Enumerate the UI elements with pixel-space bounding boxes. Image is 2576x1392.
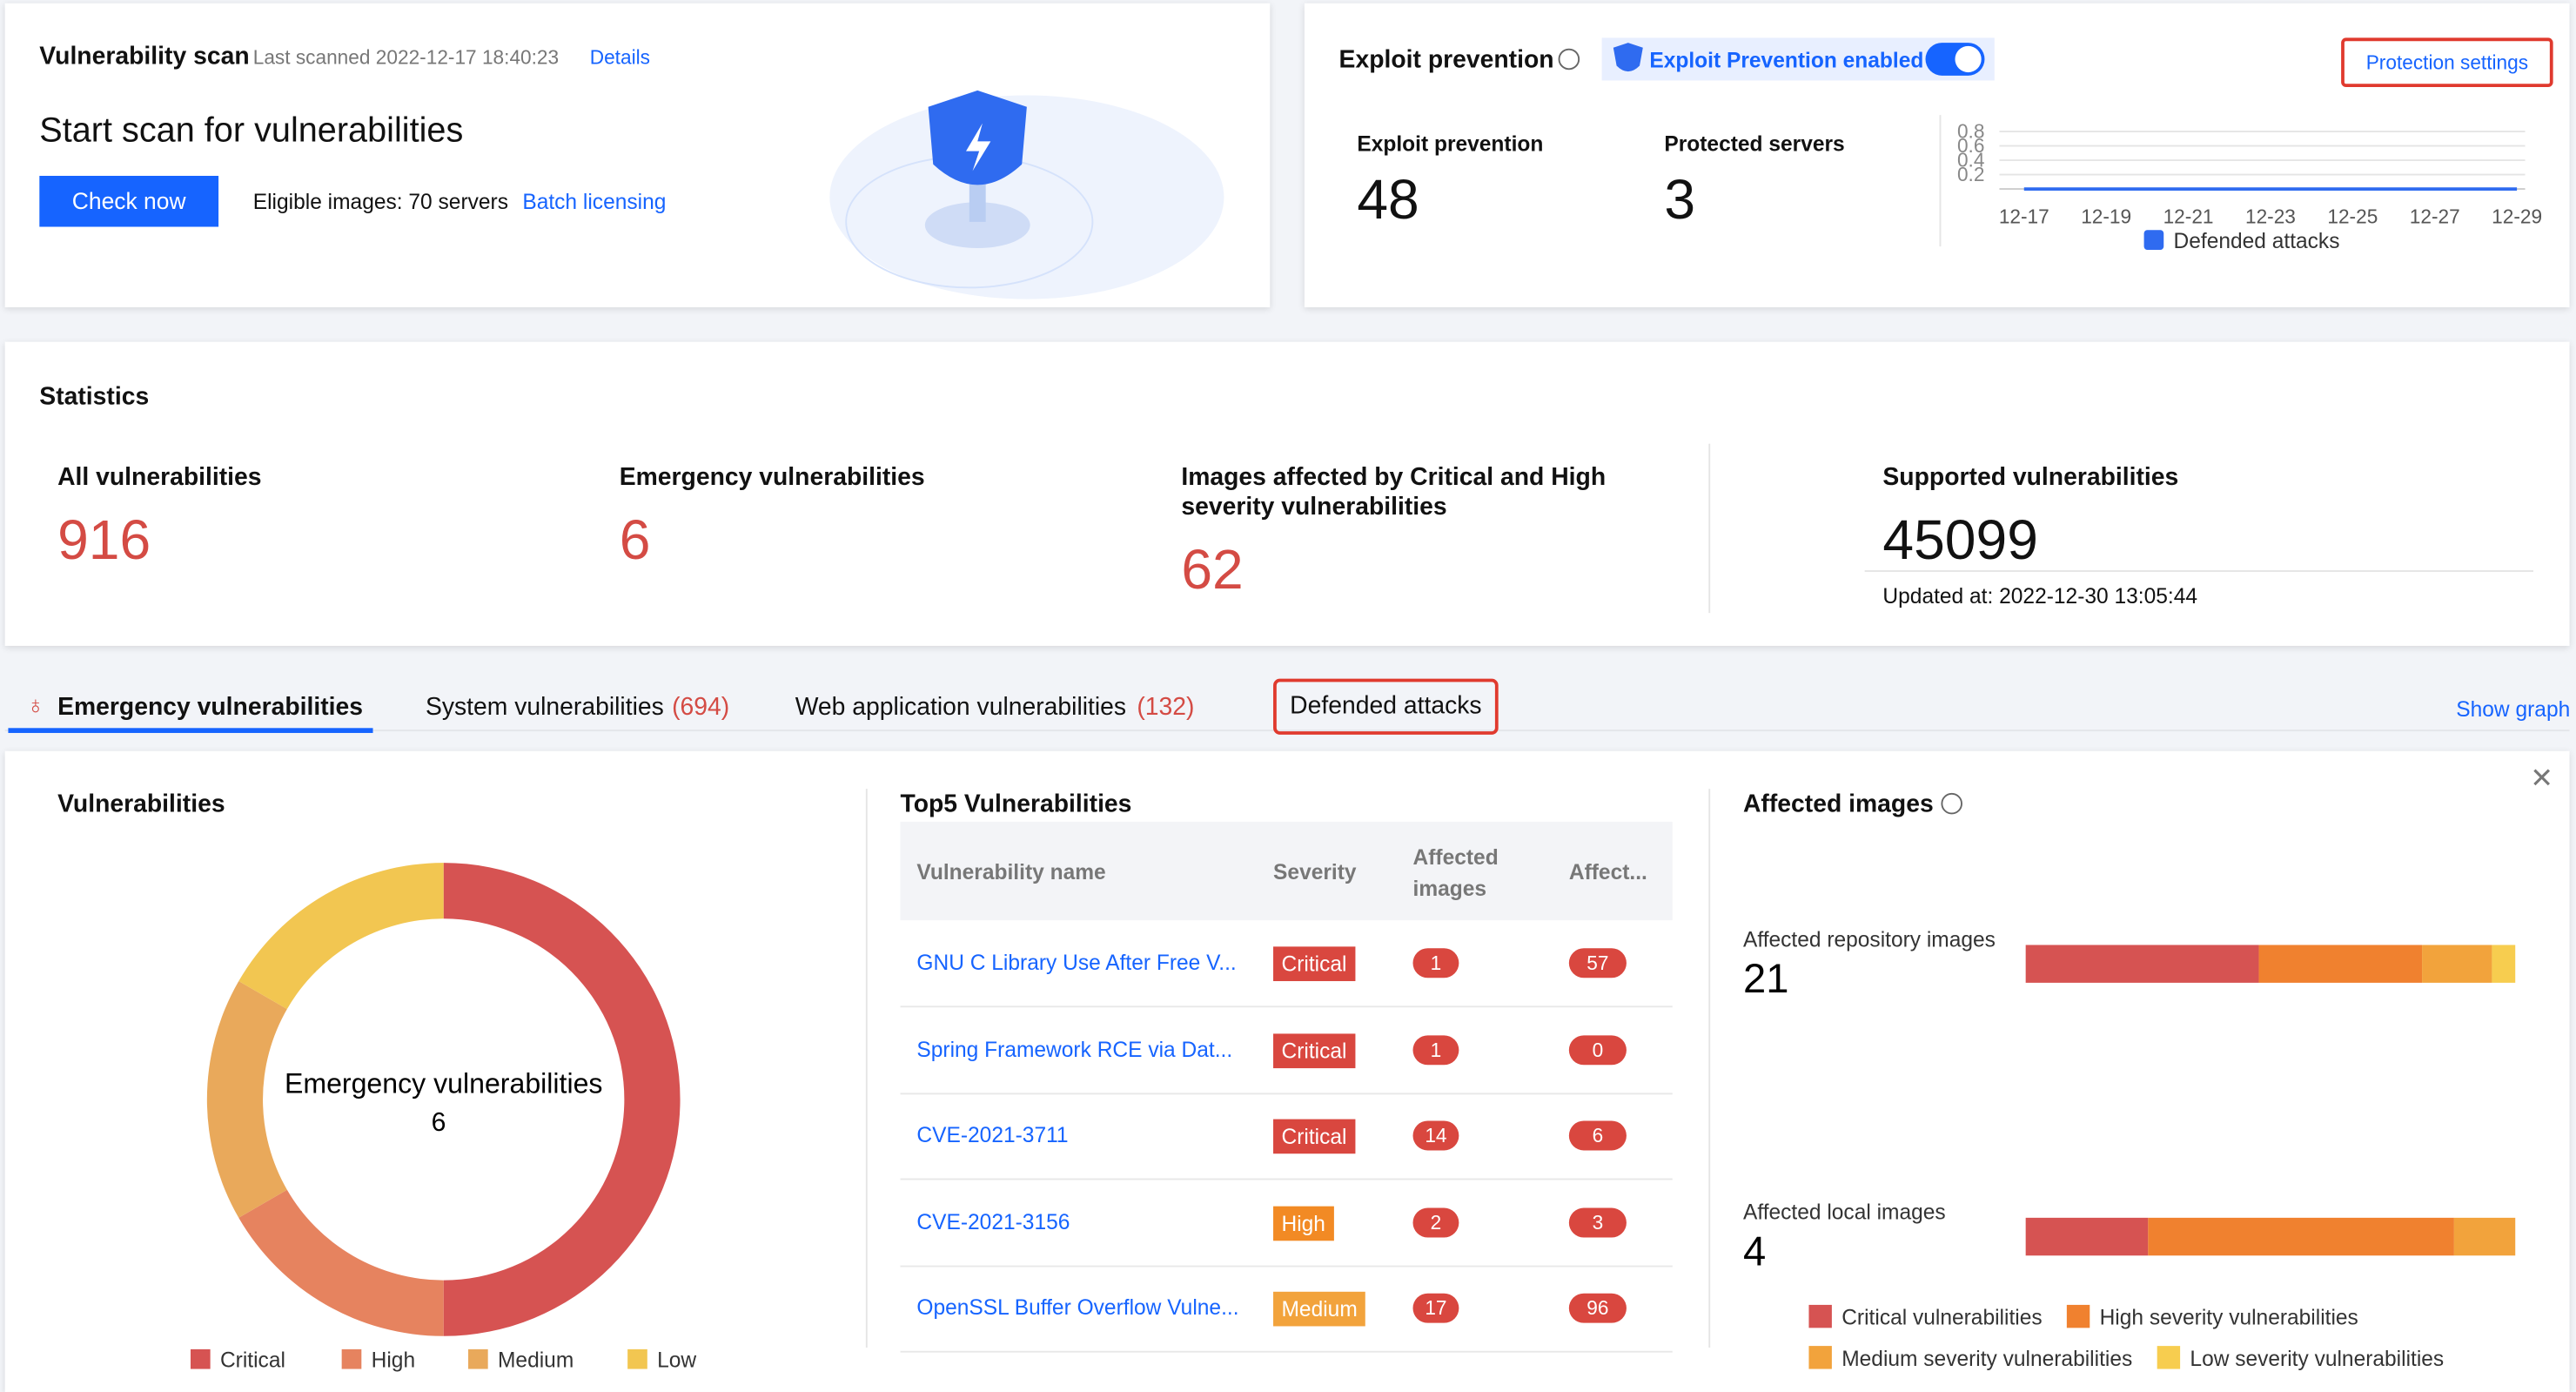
batch-licensing-link[interactable]: Batch licensing (522, 189, 667, 214)
vuln-name[interactable]: OpenSSL Buffer Overflow Vulne... (916, 1294, 1239, 1320)
protection-settings[interactable]: Protection settings (2341, 37, 2553, 88)
tab[interactable]: Defended attacks (1273, 678, 1499, 735)
stat-label: Supported vulnerabilities (1882, 463, 2179, 492)
severity-badge: High (1273, 1205, 1334, 1241)
stat-value: 3 (1664, 169, 1696, 232)
row-rule (900, 1178, 1673, 1180)
stat-value: 62 (1181, 539, 1244, 602)
count-pill: 57 (1568, 948, 1627, 978)
panel-title: Affected images (1742, 790, 1934, 819)
panel-title: Vulnerabilities (57, 790, 225, 819)
count-pill: 96 (1568, 1293, 1627, 1323)
row-rule (900, 1092, 1673, 1094)
vuln-name[interactable]: Spring Framework RCE via Dat... (916, 1036, 1233, 1061)
tab-indicator (8, 728, 373, 733)
stat-label: Images affected by Critical and High sev… (1181, 463, 1607, 521)
exploit-badge: Exploit Prevention enabled (1649, 47, 1924, 73)
row-rule (900, 1005, 1673, 1008)
count-pill: 6 (1568, 1120, 1627, 1151)
stat-value: 45099 (1882, 509, 2038, 572)
tab-rule (4, 730, 2570, 732)
severity-badge: Critical (1273, 946, 1355, 982)
count-pill: 17 (1412, 1293, 1459, 1323)
exploit-title: Exploit prevention (1338, 45, 1554, 74)
table-header-bg (900, 821, 1673, 921)
stat-value: 916 (57, 509, 151, 572)
table-header: Severity (1273, 859, 1357, 884)
severity-badge: Critical (1273, 1032, 1355, 1068)
tab[interactable]: Emergency vulnerabilities (57, 693, 364, 722)
stat-label: Protected servers (1664, 131, 1845, 157)
close-button[interactable]: ✕ (2530, 762, 2554, 794)
stat-label: Emergency vulnerabilities (619, 463, 925, 492)
check-now-button[interactable]: Check now (39, 175, 219, 227)
alarm-icon: ♁ (26, 691, 45, 720)
vuln-name[interactable]: CVE-2021-3711 (916, 1122, 1069, 1147)
severity-badge: Medium (1273, 1291, 1366, 1327)
statistics-title: Statistics (39, 382, 150, 411)
vuln-name[interactable]: CVE-2021-3156 (916, 1208, 1070, 1234)
count-pill: 1 (1412, 1034, 1459, 1065)
stat-value: 48 (1357, 169, 1419, 232)
show-graph[interactable]: Show graph (2456, 696, 2571, 722)
divider (1708, 789, 1711, 1348)
stats-card (4, 341, 2570, 646)
tab[interactable]: Web application vulnerabilities (795, 693, 1127, 722)
tab-count: (132) (1137, 693, 1195, 722)
tab[interactable]: System vulnerabilities (425, 693, 664, 722)
stat-value: 6 (619, 509, 651, 572)
divider (865, 789, 868, 1348)
scan-heading: Start scan for vulnerabilities (39, 111, 464, 150)
details-link[interactable]: Details (589, 45, 650, 70)
table-header: Affected images (1412, 844, 1499, 901)
eligible-images: Eligible images: 70 servers (252, 189, 509, 214)
tab-count: (694) (672, 693, 730, 722)
count-pill: 14 (1412, 1120, 1459, 1151)
count-pill: 1 (1412, 948, 1459, 978)
count-pill: 3 (1568, 1207, 1627, 1237)
divider (1708, 443, 1711, 614)
divider (1864, 570, 2533, 572)
table-header: Vulnerability name (916, 859, 1106, 884)
row-rule (900, 1350, 1673, 1353)
last-scanned: Last scanned 2022-12-17 18:40:23 (252, 45, 560, 70)
count-pill: 2 (1412, 1207, 1459, 1237)
severity-badge: Critical (1273, 1119, 1355, 1154)
vuln-name[interactable]: GNU C Library Use After Free V... (916, 950, 1237, 975)
stat-label: All vulnerabilities (57, 463, 262, 492)
panel-title: Top5 Vulnerabilities (900, 790, 1132, 819)
updated-at: Updated at: 2022-12-30 13:05:44 (1882, 583, 2198, 609)
count-pill: 0 (1568, 1034, 1627, 1065)
scan-title: Vulnerability scan (39, 43, 250, 71)
row-rule (900, 1264, 1673, 1267)
table-header: Affect... (1568, 859, 1647, 884)
stat-label: Exploit prevention (1357, 131, 1544, 157)
